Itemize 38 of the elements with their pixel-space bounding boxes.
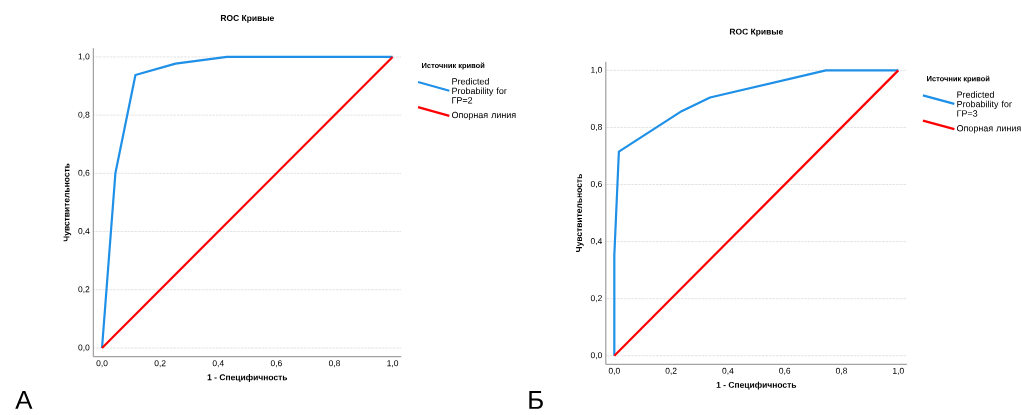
y-tick-label: 0,4	[590, 238, 603, 246]
x-tick-label: 0,4	[722, 367, 734, 375]
x-tick-label: 0,0	[608, 367, 620, 375]
line-series	[613, 69, 900, 357]
text: Б	[529, 390, 543, 409]
legend-label: Опорная линия	[957, 125, 1021, 134]
text: А	[15, 390, 33, 409]
chart-title: ROC Кривые	[220, 15, 274, 23]
y-tick-label: 1,0	[78, 53, 90, 61]
y-axis-title: Чувствительность	[63, 163, 72, 242]
y-tick-label: 0,0	[78, 344, 90, 352]
y-tick-label: 0,8	[78, 111, 90, 119]
y-tick-label: 0,6	[78, 169, 90, 177]
y-tick-label: 1,0	[591, 66, 602, 74]
legend-label: Predicted Probability for ГР=3	[957, 91, 1012, 117]
y-tick-label: 0,8	[590, 123, 602, 131]
y-tick-label: 0,6	[590, 181, 602, 188]
x-tick-label: 0,0	[96, 360, 108, 368]
y-tick-label: 0,2	[590, 295, 602, 303]
x-tick-label: 0,8	[835, 367, 848, 375]
x-tick-label: 0,2	[665, 367, 677, 375]
chart-title: ROC Кривые	[729, 28, 783, 37]
y-tick-label: 0,0	[590, 352, 602, 360]
x-axis-title: 1 - Специфичность	[716, 381, 797, 390]
y-tick-label: 0,4	[78, 228, 90, 236]
x-axis-title: 1 - Специфичность	[207, 374, 288, 382]
y-tick-label: 0,2	[78, 286, 90, 294]
x-tick-label: 0,8	[328, 360, 340, 368]
line-series	[100, 55, 394, 350]
x-tick-label: 0,6	[270, 360, 282, 368]
x-tick-label: 1,0	[387, 360, 399, 368]
x-tick-label: 0,4	[212, 360, 224, 368]
legend-label: Опорная линия	[451, 111, 516, 120]
x-tick-label: 1,0	[893, 367, 904, 375]
x-tick-label: 0,2	[154, 360, 166, 368]
y-axis-title: Чувствительность	[576, 174, 584, 252]
legend-label: Predicted Probability for ГР=2	[452, 77, 507, 104]
x-tick-label: 0,6	[779, 367, 791, 375]
